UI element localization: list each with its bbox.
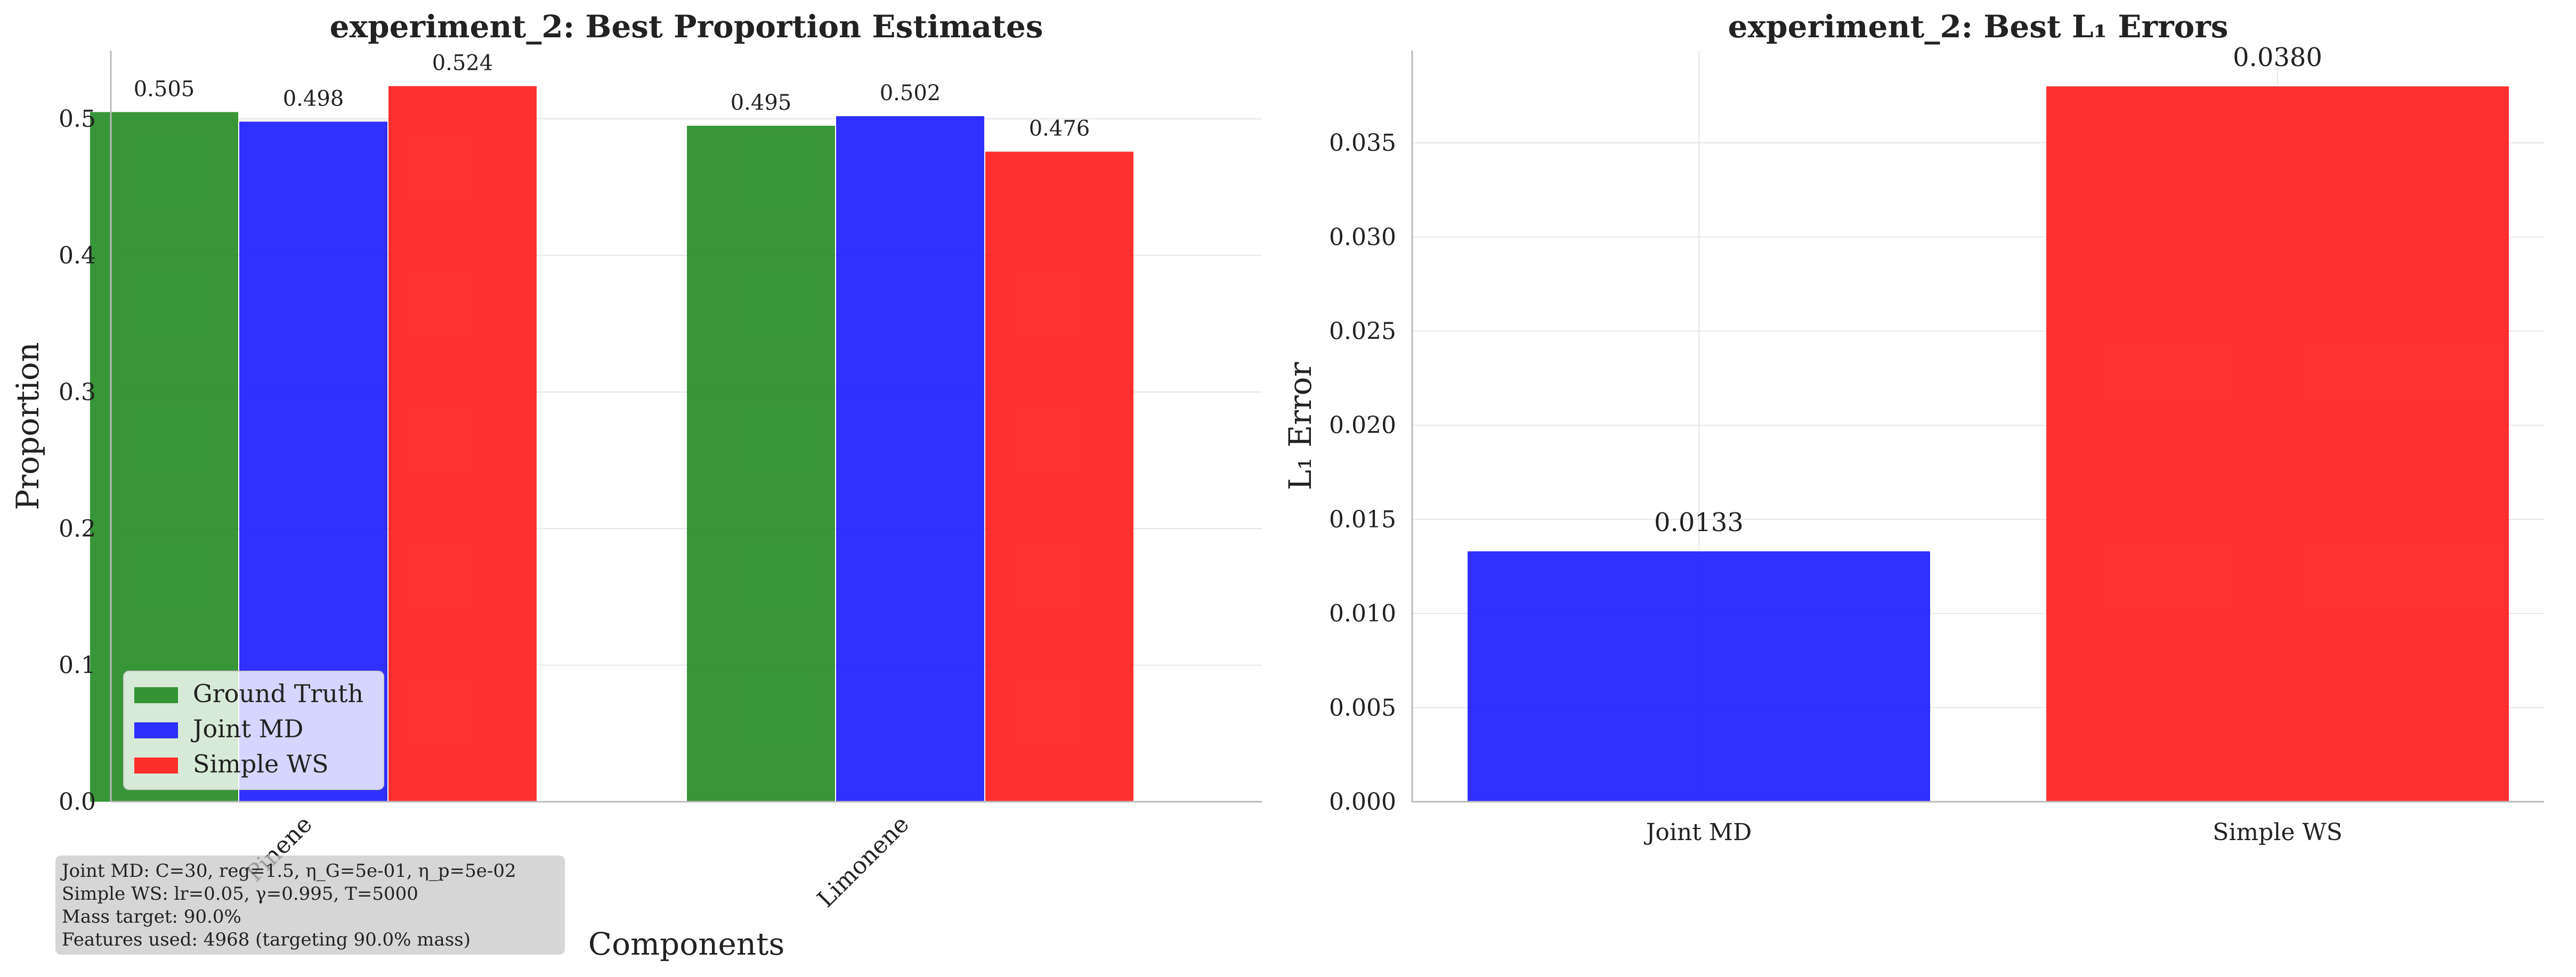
bar <box>985 151 1133 802</box>
bar <box>1468 551 1930 802</box>
bar <box>2046 86 2509 802</box>
bar-value-label: 0.524 <box>432 51 493 76</box>
legend-swatch <box>134 758 178 774</box>
legend-swatch <box>134 687 178 703</box>
y-tick-label: 0.5 <box>59 105 96 133</box>
bar-value-label: 0.476 <box>1029 117 1090 141</box>
bar-value-label: 0.495 <box>731 91 792 115</box>
y-tick-label: 0.015 <box>1329 506 1396 533</box>
legend-box <box>123 671 384 790</box>
y-tick-label: 0.1 <box>59 652 96 679</box>
y-tick-label: 0.000 <box>1329 788 1396 816</box>
legend-swatch <box>134 722 178 738</box>
y-tick-label: 0.010 <box>1329 600 1396 628</box>
y-tick-label: 0.005 <box>1329 694 1396 721</box>
l1-error-chart: 0.0133 Joint MD 0.0380 Simple WS 0.000 0.005 0… <box>1282 9 2544 846</box>
x-tick-label: Joint MD <box>1644 819 1752 846</box>
parameter-notes-box: Joint MD: C=30, reg=1.5, η_G=5e-01, η_p=… <box>55 856 565 955</box>
y-tick-label: 0.020 <box>1329 412 1396 439</box>
legend-label: Simple WS <box>193 750 329 778</box>
chart-title: experiment_2: Best Proportion Estimates <box>330 9 1043 45</box>
y-axis-title: Proportion <box>10 342 46 510</box>
y-tick-label: 0.4 <box>59 242 96 270</box>
bar-value-label: 0.502 <box>880 81 941 105</box>
y-tick-label: 0.035 <box>1329 129 1396 157</box>
y-axis-title: L₁ Error <box>1282 362 1318 490</box>
bar-value-label: 0.0133 <box>1654 508 1744 538</box>
legend-label: Joint MD <box>191 714 304 743</box>
note-line-joint-md: Joint MD: C=30, reg=1.5, η_G=5e-01, η_p=… <box>62 860 516 882</box>
chart-title: experiment_2: Best L₁ Errors <box>1728 9 2229 45</box>
note-line-mass-target: Mass target: 90.0% <box>62 906 241 927</box>
bar-value-label: 0.498 <box>283 86 344 111</box>
y-tick-label: 0.3 <box>59 379 96 406</box>
x-tick-label: Limonene <box>812 811 914 913</box>
bar-value-label: 0.0380 <box>2233 43 2322 72</box>
bar <box>388 86 537 802</box>
bar <box>836 116 984 802</box>
bar <box>687 126 835 802</box>
x-axis-title: Components <box>588 926 784 962</box>
y-tick-label: 0.2 <box>59 515 96 542</box>
note-line-features: Features used: 4968 (targeting 90.0% mas… <box>62 929 471 950</box>
y-tick-label: 0.0 <box>59 788 96 816</box>
x-tick-label: Simple WS <box>2213 819 2343 846</box>
y-tick-label: 0.030 <box>1329 224 1396 251</box>
proportion-chart: 0.505 0.498 0.524 0.495 0.502 0.476 0.0 0.1 0.2 0… <box>10 9 1262 962</box>
note-line-simple-ws: Simple WS: lr=0.05, γ=0.995, T=5000 <box>62 883 418 905</box>
legend-label: Ground Truth <box>193 679 363 708</box>
bar-value-label: 0.505 <box>134 77 195 101</box>
y-tick-label: 0.025 <box>1329 318 1396 345</box>
